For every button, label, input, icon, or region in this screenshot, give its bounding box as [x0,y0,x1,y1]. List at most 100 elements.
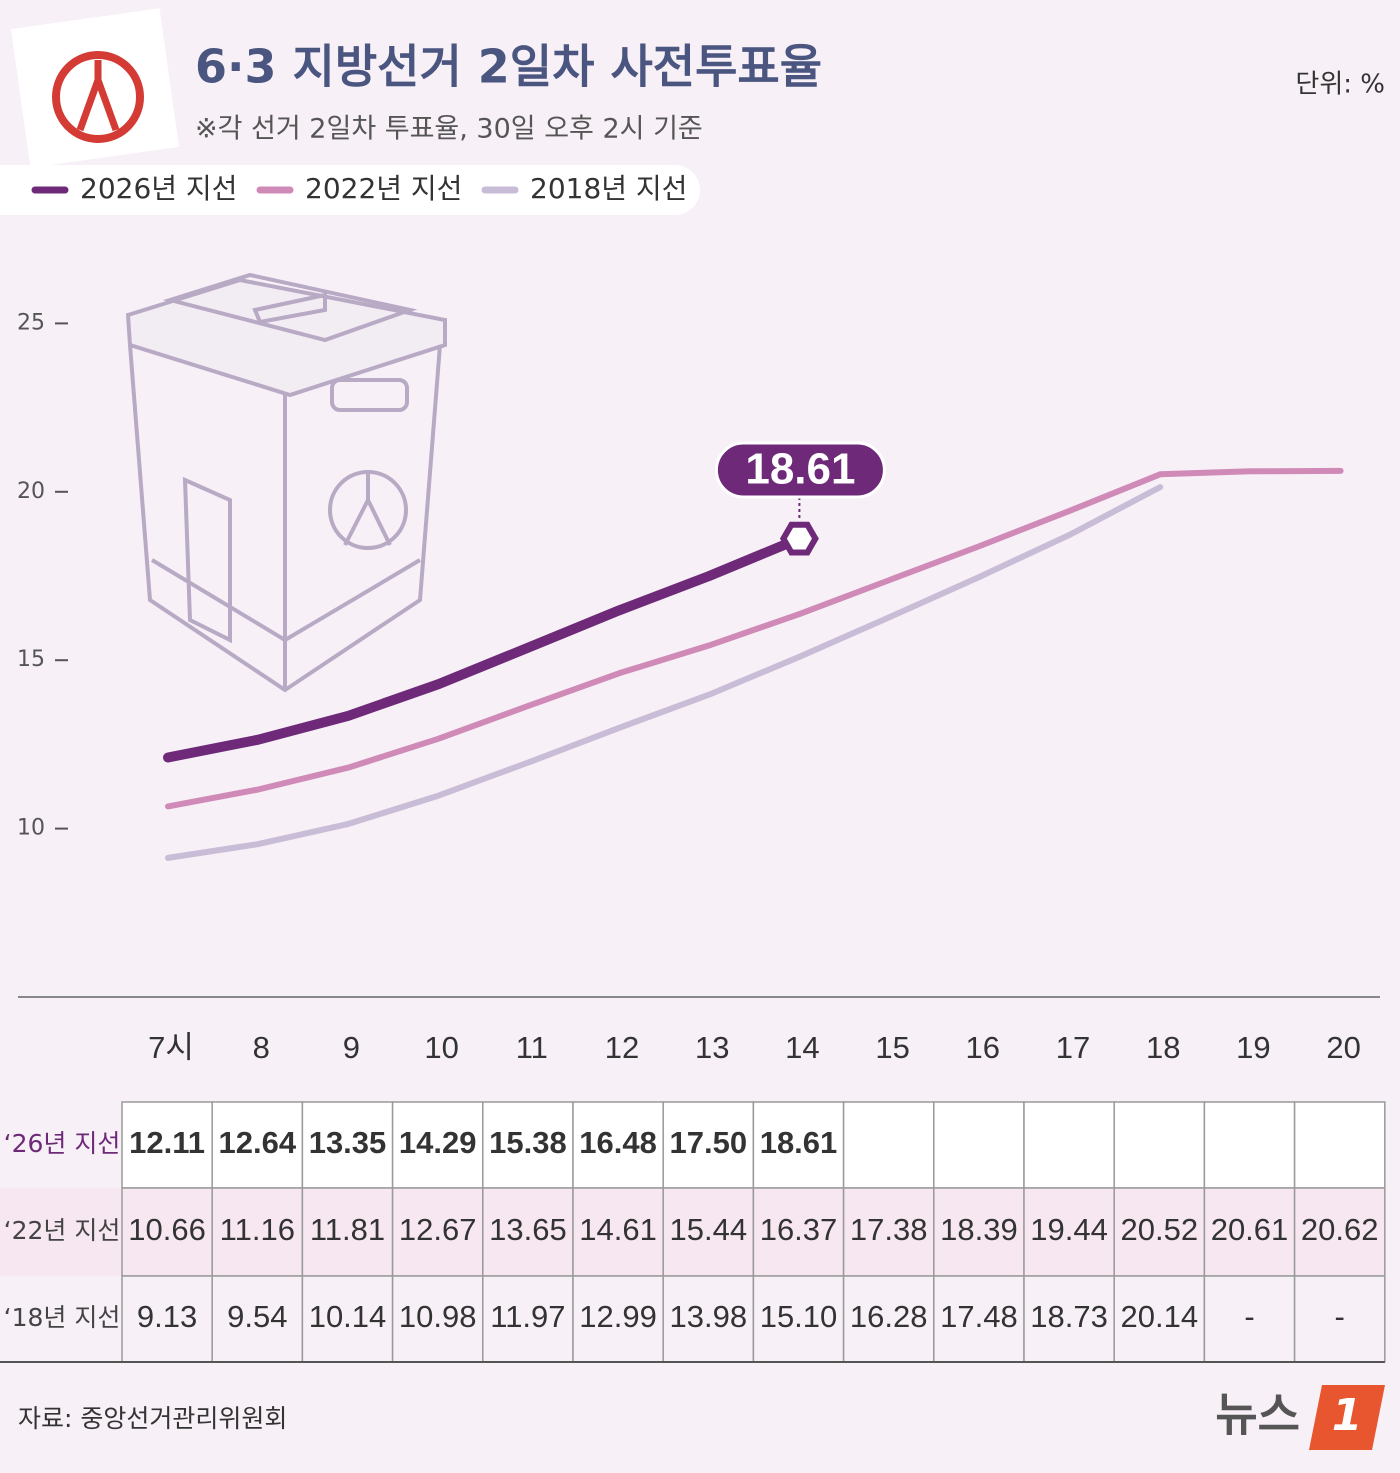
table: 7시 8 9 10 11 12 13 14 15 16 17 18 19 20 ‘26년 지선 12.11 12… [0,1030,1386,1363]
table-cell [572,1187,664,1277]
table-value: 11.97 [490,1299,565,1334]
table-value: 20.61 [1211,1212,1289,1247]
legend: 2026년 지선 2022년 지선 2018년 지선 [31,172,687,205]
table-value: 16.48 [579,1125,657,1160]
x-tick-label: 17 [1056,1030,1090,1065]
table-cell [1203,1101,1296,1189]
plot: 10 15 20 25 18.61 [17,310,1344,861]
table-value: 15.38 [489,1125,567,1160]
x-tick-label: 13 [695,1030,729,1065]
table-cell [752,1187,845,1277]
table-cell [933,1187,1025,1277]
table-value: - [1335,1299,1345,1334]
table-value: 14.61 [579,1212,657,1247]
ballot-box-icon [125,272,447,693]
table-value: 9.13 [137,1299,197,1334]
legend-background [0,165,700,215]
table-cell [1113,1101,1206,1189]
table-value: - [1244,1299,1254,1334]
x-tick-label: 14 [785,1030,819,1065]
table-cell [391,1275,484,1363]
series-line [165,467,1344,810]
table-value: 20.14 [1121,1299,1199,1334]
table-cell [211,1101,304,1189]
table-value: 12.11 [129,1125,205,1160]
table-cell [752,1101,845,1189]
table-value: 17.38 [850,1212,928,1247]
unit-label: 단위: % [1295,70,1385,100]
table-cell [391,1101,484,1189]
table-value: 15.44 [670,1212,748,1247]
x-tick-label: 10 [424,1030,458,1065]
y-tick-label: 15 [17,647,45,672]
callout-box [714,441,886,499]
table-value: 12.99 [579,1299,657,1334]
table-value: 16.28 [850,1299,928,1334]
logo: 뉴스 1 [1215,1385,1385,1450]
callout-label: 18.61 [745,445,855,494]
table-cell [933,1101,1025,1189]
table-cell [933,1275,1025,1363]
x-tick-label: 7시 [148,1030,194,1065]
table-cell [1023,1101,1115,1189]
x-tick-label: 20 [1326,1030,1360,1065]
chart-subtitle: ※각 선거 2일차 투표율, 30일 오후 2시 기준 [195,114,703,145]
row-label: ‘22년 지선 [4,1216,121,1245]
table-cell [842,1275,935,1363]
table-cell [1113,1187,1206,1277]
table-value: 20.52 [1121,1212,1199,1247]
table-value: 18.61 [760,1125,838,1160]
table-cell [482,1187,574,1277]
table-value: 9.54 [227,1299,287,1334]
chart-title: 6·3 지방선거 2일차 사전투표율 [195,40,822,94]
table-cell [1293,1187,1386,1277]
end-marker [779,521,819,556]
table-cell [572,1275,664,1363]
table-cell [662,1187,755,1277]
x-tick-label: 9 [343,1030,360,1065]
table-cell [1203,1187,1296,1277]
table-cell [1293,1101,1386,1189]
table-value: 13.35 [309,1125,387,1160]
table-value: 10.66 [128,1212,206,1247]
legend-label: 2018년 지선 [530,172,687,205]
y-tick-label: 25 [17,310,45,335]
table-cell [301,1187,394,1277]
legend-label: 2022년 지선 [305,172,462,205]
table-value: 17.50 [670,1125,748,1160]
table-cell [301,1275,394,1363]
source: 자료: 중앙선거관리위원회 [18,1404,287,1433]
table-cell [121,1187,213,1277]
x-tick-label: 12 [605,1030,639,1065]
table-cell [301,1101,394,1189]
table-value: 10.98 [399,1299,477,1334]
x-tick-label: 15 [875,1030,909,1065]
table-value: 13.65 [489,1212,567,1247]
table-value: 20.62 [1301,1212,1379,1247]
table-cell [211,1275,304,1363]
series-line [163,533,805,763]
table-value: 12.67 [399,1212,477,1247]
table-value: 15.10 [760,1299,838,1334]
logo-text: 뉴스 [1215,1388,1300,1442]
table-cell [391,1187,484,1277]
table-value: 18.39 [940,1212,1018,1247]
table-value: 18.73 [1030,1299,1108,1334]
table-value: 19.44 [1030,1212,1108,1247]
table-value: 10.14 [309,1299,387,1334]
logo-mark: 1 [1332,1390,1363,1441]
stamp-icon [10,8,180,168]
table-cell [1023,1187,1115,1277]
x-tick-label: 18 [1146,1030,1180,1065]
x-tick-label: 8 [253,1030,270,1065]
table-value: 11.16 [220,1212,295,1247]
table-cell [1023,1275,1115,1363]
y-tick-label: 10 [17,816,45,841]
table-cell [211,1187,304,1277]
y-tick-label: 20 [17,479,45,504]
series-line [165,484,1164,861]
table-cell [482,1101,574,1189]
x-tick-label: 19 [1236,1030,1270,1065]
